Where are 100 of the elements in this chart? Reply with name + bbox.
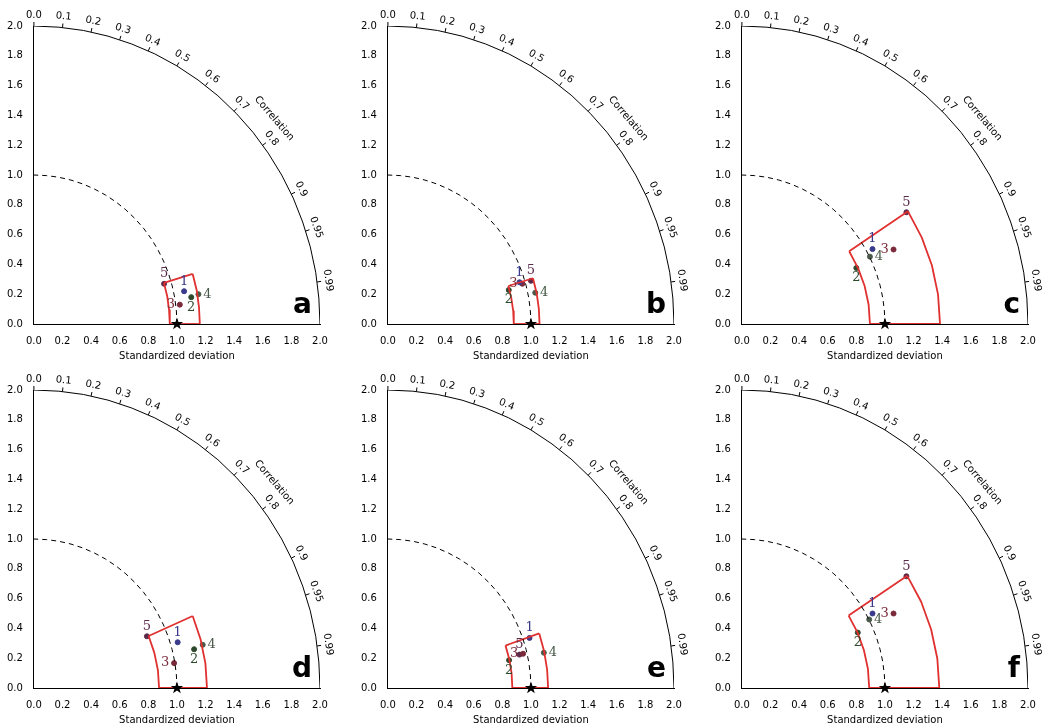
annotation: 0.3 <box>113 20 133 36</box>
y-tick-label: 0.8 <box>361 198 377 210</box>
annotation: 0.0 <box>733 8 750 20</box>
x-tick-label: 1.8 <box>283 698 300 710</box>
y-tick-label: 0.0 <box>7 317 23 329</box>
text: 1 <box>173 623 182 639</box>
y-tick-label: 1.8 <box>361 413 377 425</box>
x-tick-label: 0.4 <box>83 698 100 710</box>
x-tick-label: 0.0 <box>379 698 396 710</box>
x-tick-label: 1.6 <box>608 334 625 346</box>
y-tick-label: 0.4 <box>715 257 731 269</box>
annotation: f <box>1007 651 1021 685</box>
x-tick-label: 1.0 <box>169 698 185 710</box>
annotation: 0.0 <box>25 372 42 384</box>
y-tick-label: 1.6 <box>361 79 377 91</box>
annotation: 0.5 <box>173 410 193 429</box>
x-tick-label: 0.8 <box>140 334 157 346</box>
y-tick-label: 1.6 <box>7 443 23 455</box>
x-tick-label: 0.0 <box>733 698 750 710</box>
x-tick-label: 1.0 <box>523 334 539 346</box>
annotation: 0.4 <box>851 395 871 413</box>
annotation: 0.0 <box>25 8 42 20</box>
annotation: 0.7 <box>586 457 606 477</box>
x-tick-label: 0.0 <box>25 698 42 710</box>
x-tick-label: 1.2 <box>905 698 922 710</box>
annotation: 0.95 <box>662 578 680 604</box>
annotation: 0.99 <box>321 268 336 293</box>
y-tick-label: 0.6 <box>715 592 731 604</box>
x-tick-label: 1.4 <box>226 334 243 346</box>
text: 1 <box>179 272 189 288</box>
x-tick-label: 2.0 <box>666 334 682 346</box>
x-tick-label: 0.0 <box>379 334 396 346</box>
annotation: 0.1 <box>763 373 781 386</box>
x-tick-label: 1.6 <box>962 698 979 710</box>
x-tick-label: 2.0 <box>312 334 328 346</box>
x-tick-label: 0.8 <box>848 698 865 710</box>
x-tick-label: 1.2 <box>197 698 214 710</box>
y-tick-label: 2.0 <box>361 19 377 31</box>
text: 2 <box>853 633 862 649</box>
annotation: 0.2 <box>438 13 457 28</box>
x-tick-label: 0.8 <box>494 698 511 710</box>
annotation: 0.6 <box>202 430 223 450</box>
x-tick-label: 1.6 <box>254 334 271 346</box>
x-tick-label: 0.2 <box>54 698 71 710</box>
y-tick-label: 2.0 <box>7 383 23 395</box>
y-tick-label: 0.8 <box>7 562 23 574</box>
y-tick-label: 0.0 <box>715 681 731 693</box>
y-tick-label: 1.6 <box>361 443 377 455</box>
x-tick-label: 0.6 <box>819 698 836 710</box>
y-tick-label: 0.8 <box>7 198 23 210</box>
annotation: 0.4 <box>497 395 517 413</box>
text: 1 <box>515 263 524 279</box>
y-tick-label: 1.4 <box>715 108 731 120</box>
y-tick-label: 2.0 <box>361 383 377 395</box>
x-tick-label: 1.4 <box>226 698 243 710</box>
text: 4 <box>874 610 883 626</box>
annotation: 0.4 <box>143 31 163 49</box>
x-tick-label: 1.4 <box>934 698 951 710</box>
annotation: 0.9 <box>1001 179 1019 199</box>
x-tick-label: 0.2 <box>762 698 779 710</box>
annotation: 0.0 <box>379 372 396 384</box>
annotation: 0.95 <box>1016 578 1034 604</box>
y-tick-label: 1.8 <box>7 49 23 61</box>
text: 2 <box>189 650 199 666</box>
y-tick-label: 0.2 <box>7 287 23 299</box>
text: 1 <box>868 594 877 610</box>
annotation: 0.2 <box>84 377 103 392</box>
y-tick-label: 1.0 <box>361 168 377 180</box>
x-tick-label: 0.6 <box>819 334 836 346</box>
annotation: 0.3 <box>821 384 841 400</box>
text: 4 <box>207 636 216 652</box>
annotation: 0.5 <box>527 410 547 429</box>
x-tick-label: 1.2 <box>905 334 922 346</box>
y-tick-label: 0.0 <box>361 681 377 693</box>
x-tick-label: 1.8 <box>991 698 1008 710</box>
text: 4 <box>540 284 549 300</box>
text: 4 <box>203 285 212 301</box>
y-tick-label: 0.4 <box>715 621 731 633</box>
x-tick-label: 1.4 <box>934 334 951 346</box>
annotation: 0.6 <box>910 66 931 86</box>
y-tick-label: 0.2 <box>715 287 731 299</box>
y-tick-label: 0.4 <box>7 257 23 269</box>
annotation: 0.5 <box>881 46 901 65</box>
annotation: 0.3 <box>467 20 487 36</box>
y-tick-label: 1.4 <box>7 472 23 484</box>
y-tick-label: 1.4 <box>715 472 731 484</box>
text: 5 <box>159 265 169 281</box>
y-tick-label: 0.8 <box>361 562 377 574</box>
y-tick-label: 1.6 <box>715 443 731 455</box>
y-tick-label: 0.2 <box>715 651 731 663</box>
x-tick-label: 1.0 <box>877 334 893 346</box>
y-tick-label: 0.4 <box>361 621 377 633</box>
y-tick-label: 2.0 <box>7 19 23 31</box>
y-tick-label: 0.6 <box>361 592 377 604</box>
x-tick-label: 0.8 <box>140 698 157 710</box>
x-tick-label: 0.8 <box>494 334 511 346</box>
y-tick-label: 0.2 <box>361 287 377 299</box>
y-tick-label: 1.8 <box>361 49 377 61</box>
annotation: 0.1 <box>55 9 73 22</box>
x-tick-label: 0.6 <box>465 334 482 346</box>
